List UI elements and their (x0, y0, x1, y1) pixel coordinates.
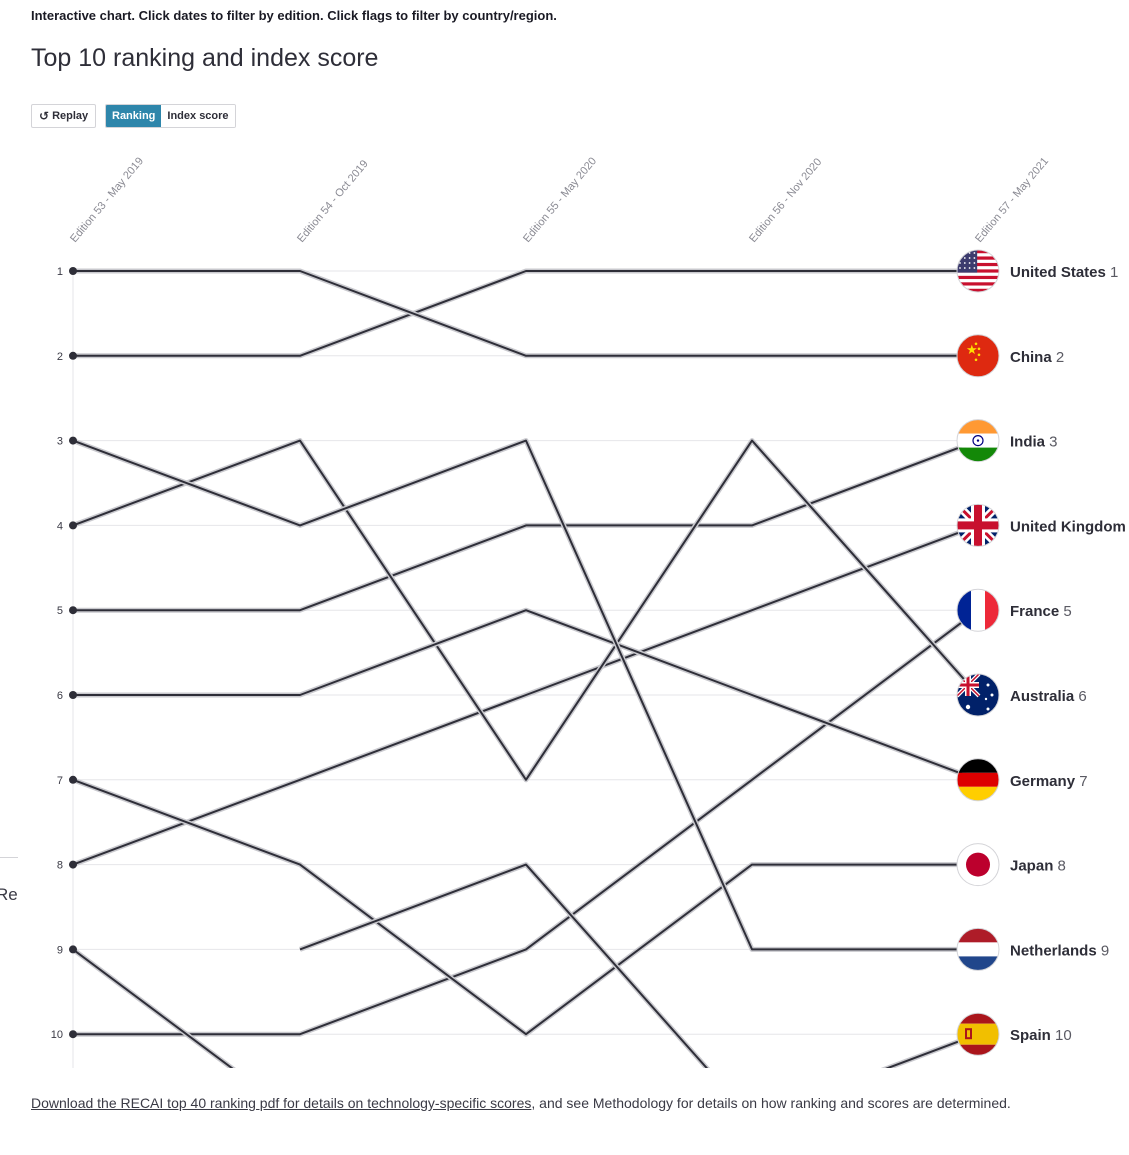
country-label[interactable]: India 3 (1010, 434, 1058, 451)
flag-es-icon[interactable] (956, 1012, 1000, 1056)
country-label[interactable]: Japan 8 (1010, 858, 1066, 875)
flag-jp-icon[interactable] (956, 843, 1000, 887)
flag-au-icon[interactable] (956, 673, 1000, 717)
country-rank: 10 (1051, 1027, 1072, 1044)
edition-label[interactable]: Edition 57 - May 2021 (973, 155, 1051, 245)
rank-tick-label: 10 (51, 1029, 63, 1041)
series-line (299, 863, 979, 1068)
start-point (69, 606, 77, 615)
country-rank: 4 (1126, 518, 1129, 535)
series-line (73, 270, 978, 357)
country-rank: 6 (1074, 688, 1087, 705)
download-pdf-link[interactable]: Download the RECAI top 40 ranking pdf fo… (31, 1095, 532, 1111)
country-name: India (1010, 434, 1046, 451)
footer-rest: , and see Methodology for details on how… (531, 1095, 1011, 1111)
series-line (72, 778, 978, 1036)
flag-fr-icon[interactable] (956, 588, 1000, 632)
country-rank: 2 (1052, 349, 1065, 366)
rank-tick-label: 6 (57, 690, 63, 702)
country-label[interactable]: Germany 7 (1010, 773, 1088, 790)
country-name: Spain (1010, 1027, 1051, 1044)
country-label[interactable]: Spain 10 (1010, 1027, 1072, 1044)
country-name: Australia (1010, 688, 1075, 705)
country-name: United States (1010, 264, 1106, 281)
rank-tick-label: 2 (57, 351, 63, 363)
footer-text: Download the RECAI top 40 ranking pdf fo… (31, 1094, 1091, 1113)
country-label[interactable]: United Kingdom 4 (1010, 518, 1129, 535)
series-line-halo (73, 268, 978, 359)
edition-label[interactable]: Edition 56 - Nov 2020 (747, 156, 824, 245)
rank-tick-label: 7 (57, 775, 63, 787)
flag-de-icon[interactable] (956, 758, 1000, 802)
flag-us-icon[interactable] (956, 249, 1000, 293)
country-rank: 3 (1045, 434, 1058, 451)
rank-tick-label: 3 (57, 436, 63, 448)
country-name: China (1010, 349, 1052, 366)
truncated-text: Re (0, 885, 18, 904)
flag-gb-icon[interactable] (956, 503, 1000, 547)
start-point (69, 351, 77, 360)
series-line-halo (73, 268, 978, 359)
country-label[interactable]: Netherlands 9 (1010, 942, 1109, 959)
flag-in-icon[interactable] (956, 419, 1000, 463)
start-point (69, 691, 77, 699)
rank-tick-label: 1 (57, 266, 63, 278)
index-score-toggle-button[interactable]: Index score (161, 105, 235, 127)
start-point (69, 267, 77, 275)
country-name: Japan (1010, 858, 1053, 875)
series-line (72, 439, 979, 781)
edition-label[interactable]: Edition 55 - May 2020 (521, 155, 599, 245)
series-line (73, 439, 979, 612)
country-rank: 9 (1097, 942, 1110, 959)
series-line-halo (71, 947, 236, 1068)
start-point (69, 860, 77, 869)
country-name: France (1010, 603, 1059, 620)
country-rank: 7 (1075, 773, 1088, 790)
ranking-chart: 1 2 3 4 5 6 7 8 9 10 Edition 53 - May 2019 Edition … (51, 155, 1129, 1068)
country-name: United Kingdom (1010, 518, 1126, 535)
flag-cn-icon[interactable]: ★ (956, 334, 1000, 378)
series-line (72, 524, 979, 866)
country-rank: 1 (1106, 264, 1119, 281)
edition-label[interactable]: Edition 54 - Oct 2019 (295, 158, 371, 245)
start-point (69, 521, 77, 530)
rank-tick-label: 8 (57, 860, 63, 872)
start-point (69, 945, 77, 954)
rank-tick-label: 5 (57, 605, 63, 617)
series-line (73, 609, 979, 781)
country-label[interactable]: United States 1 (1010, 264, 1118, 281)
flag-nl-icon[interactable] (956, 927, 1000, 971)
start-point (69, 436, 77, 445)
divider (0, 857, 18, 858)
replay-button[interactable]: ↺ Replay (31, 104, 96, 128)
series-line (72, 439, 978, 951)
start-point (69, 1030, 77, 1039)
series-line-halo (73, 608, 980, 1037)
intro-text: Interactive chart. Click dates to filter… (31, 8, 557, 23)
country-rank: 8 (1053, 858, 1066, 875)
edition-label[interactable]: Edition 53 - May 2019 (68, 155, 146, 245)
country-name: Germany (1010, 773, 1076, 790)
start-point (69, 775, 77, 784)
rank-tick-label: 4 (57, 520, 63, 532)
chart-title: Top 10 ranking and index score (31, 44, 379, 72)
series-line-halo (299, 862, 979, 1068)
svg-text:★: ★ (966, 343, 978, 358)
ranking-toggle-button[interactable]: Ranking (106, 105, 162, 127)
series-line (73, 609, 979, 1036)
series-line-halo (72, 777, 978, 1037)
country-name: Netherlands (1010, 942, 1097, 959)
country-rank: 5 (1059, 603, 1072, 620)
series-line (72, 948, 234, 1068)
series-line (73, 270, 978, 357)
view-toggle: Ranking Index score (105, 104, 236, 128)
rank-tick-label: 9 (57, 944, 63, 956)
replay-label: Replay (52, 110, 89, 122)
country-label[interactable]: France 5 (1010, 603, 1072, 620)
replay-icon: ↺ (39, 109, 50, 123)
country-label[interactable]: Australia 6 (1010, 688, 1087, 705)
country-label[interactable]: China 2 (1010, 349, 1064, 366)
